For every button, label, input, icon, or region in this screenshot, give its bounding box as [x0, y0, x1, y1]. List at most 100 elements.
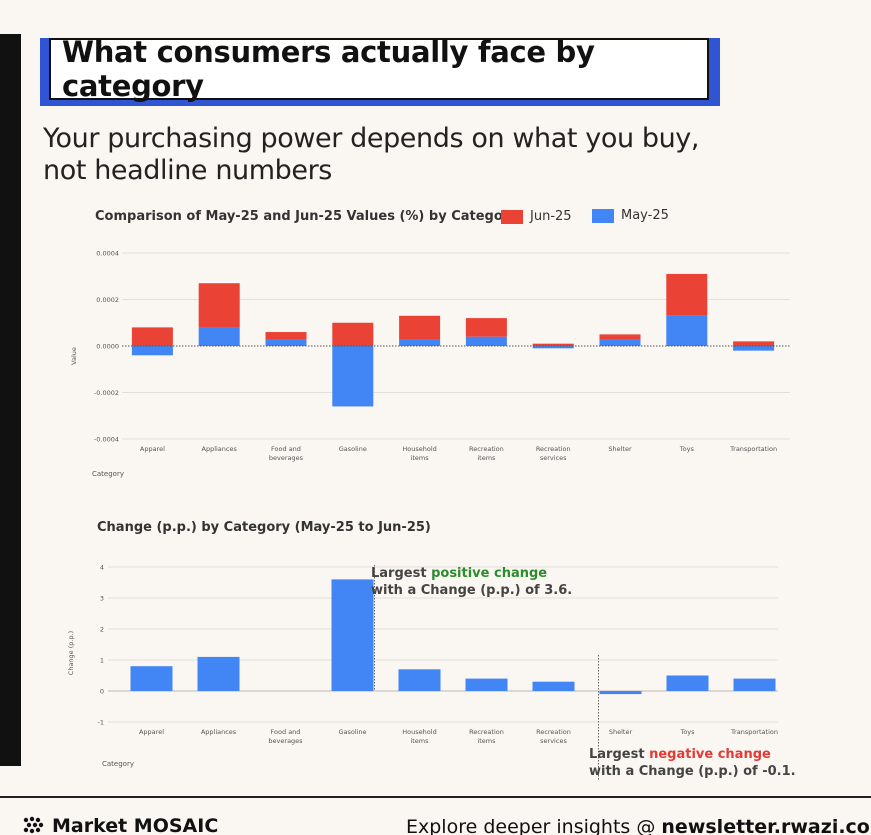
chart1-xtick-label: Appliances — [202, 445, 238, 453]
annotation-negative: Largest negative change with a Change (p… — [589, 746, 796, 780]
annotation-negative-line2: with a Change (p.p.) of -0.1. — [589, 764, 796, 779]
chart1-legend-jun: Jun-25 — [501, 209, 572, 224]
chart1-ytick-label: 0.0004 — [96, 250, 119, 258]
footer-cta: Explore deeper insights @ newsletter.rwa… — [406, 816, 871, 835]
chart1-bar-jun — [332, 322, 374, 346]
chart1-xtick-label: Recreation — [536, 445, 571, 453]
chart1-bar-jun — [198, 283, 240, 328]
chart2-xtick-label: items — [477, 737, 496, 745]
chart2-bar — [398, 669, 441, 691]
chart2-xlabel: Category — [102, 760, 134, 768]
chart1-bar-may — [131, 346, 173, 356]
chart2-ytick-label: 3 — [100, 595, 104, 603]
chart2-xtick-label: Recreation — [469, 728, 504, 736]
chart2-xtick-label: services — [540, 737, 567, 745]
chart2-ytick-label: 4 — [100, 564, 104, 572]
chart2-ytick-label: 2 — [100, 626, 104, 634]
chart2-xtick-label: Gasoline — [338, 728, 366, 736]
mosaic-logo-icon — [23, 816, 44, 834]
chart2-xtick-label: Transportation — [730, 728, 778, 736]
annotation-positive-line2: with a Change (p.p.) of 3.6. — [371, 583, 573, 598]
footer-brand: Market MOSAIC — [22, 815, 218, 835]
chart2-xtick-label: Apparel — [139, 728, 164, 736]
chart1-group: 0.0004 0.0002 0.0000 -0.0002 -0.0004 Apparel A… — [70, 250, 790, 478]
chart2-xtick-label: Household — [402, 728, 436, 736]
chart2-bar — [130, 666, 173, 691]
chart2-xtick-label: Toys — [679, 728, 695, 736]
chart2-ylabel: Change (p.p.) — [67, 631, 75, 675]
chart2-bar — [733, 678, 776, 691]
chart1-bar-jun — [465, 318, 507, 337]
chart1-bar-may — [332, 346, 374, 407]
chart1-xtick-label: Apparel — [140, 445, 165, 453]
chart2-ytick-label: 1 — [100, 657, 104, 665]
legend-swatch-may — [592, 208, 614, 223]
chart1-xtick-label: Shelter — [608, 445, 632, 453]
cta-link[interactable]: newsletter.rwazi.com — [661, 816, 871, 835]
chart2-bar — [197, 656, 240, 691]
chart1-legend-may: May-25 — [592, 208, 669, 223]
annotation-negative-prefix: Largest — [589, 747, 650, 762]
chart1-bar-jun — [599, 334, 641, 340]
chart2-bar — [666, 675, 709, 691]
page-title: What consumers actually face by category — [62, 35, 595, 103]
chart1-bar-may — [733, 346, 775, 351]
annotation-negative-highlight: negative change — [649, 747, 771, 762]
chart1-xtick-label: items — [477, 454, 496, 462]
chart1-xtick-label: items — [411, 454, 430, 462]
chart2-bar — [532, 681, 575, 691]
chart1-bar-may — [265, 339, 307, 346]
chart2-ytick-label: -1 — [98, 719, 104, 727]
chart1-bar-may — [198, 327, 240, 346]
chart2-xtick-label: Recreation — [536, 728, 571, 736]
chart2-title: Change (p.p.) by Category (May-25 to Jun… — [97, 520, 431, 535]
title-box: What consumers actually face by category — [49, 35, 709, 103]
chart2-xtick-label: Food and — [271, 728, 301, 736]
chart1-bar-may — [599, 339, 641, 346]
chart1-bar-may — [465, 336, 507, 346]
chart1-bar-jun — [733, 341, 775, 346]
chart1-ytick-label: -0.0002 — [94, 389, 119, 397]
chart1-xtick-label: beverages — [269, 454, 304, 462]
chart1-xtick-label: services — [540, 454, 567, 462]
chart1-bar-may — [666, 315, 708, 346]
chart2-xtick-label: beverages — [268, 737, 303, 745]
legend-label-may: May-25 — [621, 208, 669, 223]
chart1-xtick-label: Toys — [679, 445, 695, 453]
chart1-bar-jun — [131, 327, 173, 346]
chart2-xtick-label: Appliances — [201, 728, 237, 736]
chart2-bar — [465, 678, 508, 691]
legend-swatch-jun — [501, 209, 523, 224]
chart1-bar-jun — [666, 273, 708, 316]
chart1-title: Comparison of May-25 and Jun-25 Values (… — [95, 209, 518, 224]
footer-divider — [0, 796, 871, 798]
chart1-ytick-label: 0.0000 — [96, 343, 119, 351]
chart2-bar — [331, 579, 374, 691]
chart1-xtick-label: Gasoline — [339, 445, 367, 453]
chart1-xtick-label: Transportation — [729, 445, 777, 453]
chart2-bar — [599, 691, 642, 695]
left-accent-bar — [0, 34, 21, 766]
chart1-xtick-label: Food and — [271, 445, 301, 453]
legend-label-jun: Jun-25 — [530, 209, 572, 224]
chart1-xlabel: Category — [92, 470, 124, 478]
chart1-ytick-label: 0.0002 — [96, 296, 119, 304]
cta-prefix: Explore deeper insights @ — [406, 816, 662, 835]
chart1-bar-may — [532, 346, 574, 349]
annotation-positive-prefix: Largest — [371, 566, 432, 581]
chart2-ytick-label: 0 — [100, 688, 104, 696]
chart2-xtick-label: items — [410, 737, 429, 745]
chart1-bar-may — [399, 339, 441, 346]
chart1-xtick-label: Recreation — [469, 445, 504, 453]
chart1-xtick-label: Household — [402, 445, 436, 453]
annotation-positive: Largest positive change with a Change (p… — [371, 565, 572, 599]
page-subtitle: Your purchasing power depends on what yo… — [43, 123, 700, 186]
chart2-xtick-label: Shelter — [609, 728, 633, 736]
chart1-bar-jun — [532, 343, 574, 346]
chart1-bar-jun — [399, 315, 441, 340]
brand-name: Market MOSAIC — [52, 815, 219, 835]
chart1-bar-jun — [265, 332, 307, 340]
annotation-positive-highlight: positive change — [431, 566, 548, 581]
chart1-ylabel: Value — [70, 347, 78, 365]
chart1-ytick-label: -0.0004 — [94, 436, 119, 444]
